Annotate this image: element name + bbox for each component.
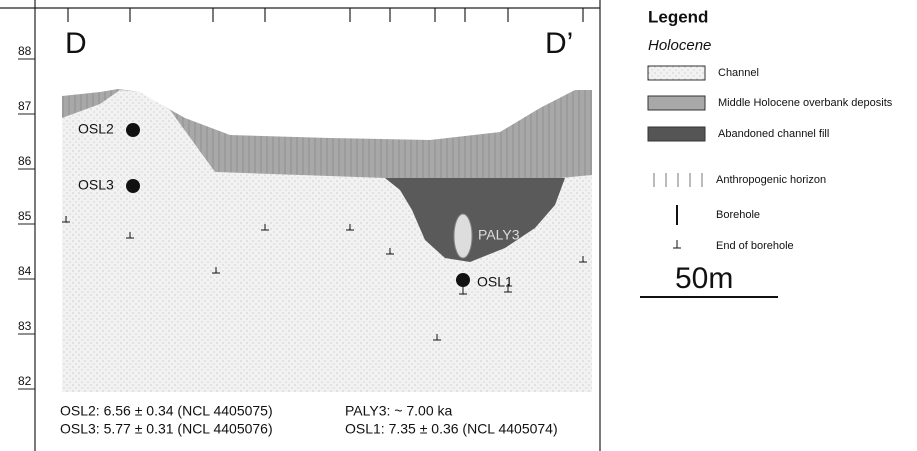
legend-subtitle: Holocene — [648, 37, 711, 54]
elevation-axis: 88 87 86 85 84 83 82 — [18, 44, 35, 389]
sample-label: OSL1 — [477, 274, 513, 290]
legend-item: Channel — [718, 67, 759, 79]
elevation-label: 84 — [18, 264, 32, 278]
borehole-ticks — [68, 8, 583, 22]
paly3-core — [454, 214, 472, 258]
legend-item: Abandoned channel fill — [718, 128, 829, 140]
elevation-label: 88 — [18, 44, 32, 58]
legend-item: Borehole — [716, 209, 760, 221]
legend-item: Anthropogenic horizon — [716, 174, 826, 186]
sample-label: OSL2 — [78, 121, 114, 137]
osl2-dot — [126, 123, 140, 137]
section-start: D — [65, 27, 87, 60]
elevation-label: 83 — [18, 319, 32, 333]
elevation-label: 85 — [18, 209, 32, 223]
legend-swatch — [673, 240, 681, 248]
legend-swatch — [654, 173, 702, 187]
section-end: D’ — [545, 27, 573, 60]
sample-label: PALY3 — [478, 227, 520, 243]
age-text: PALY3: ~ 7.00 ka — [345, 403, 452, 419]
elevation-label: 86 — [18, 154, 32, 168]
age-text: OSL1: 7.35 ± 0.36 (NCL 4405074) — [345, 421, 558, 437]
cross-section-figure: OSL2 OSL3 PALY3 OSL1 D D’ 88 87 86 85 84 83 82… — [0, 0, 917, 451]
osl3-dot — [126, 179, 140, 193]
scale-label: 50m — [675, 262, 733, 295]
age-text: OSL2: 6.56 ± 0.34 (NCL 4405075) — [60, 403, 273, 419]
legend-item: Middle Holocene overbank deposits — [718, 97, 893, 109]
legend-swatch — [648, 66, 705, 80]
legend-item: End of borehole — [716, 240, 794, 252]
legend-swatch — [648, 127, 705, 141]
sample-label: OSL3 — [78, 177, 114, 193]
legend-title: Legend — [648, 7, 708, 26]
legend-swatch — [648, 96, 705, 110]
elevation-label: 82 — [18, 374, 32, 388]
osl1-dot — [456, 273, 470, 287]
legend: Legend Holocene Channel Middle Holocene … — [640, 7, 893, 297]
elevation-label: 87 — [18, 99, 32, 113]
age-text: OSL3: 5.77 ± 0.31 (NCL 4405076) — [60, 421, 273, 437]
